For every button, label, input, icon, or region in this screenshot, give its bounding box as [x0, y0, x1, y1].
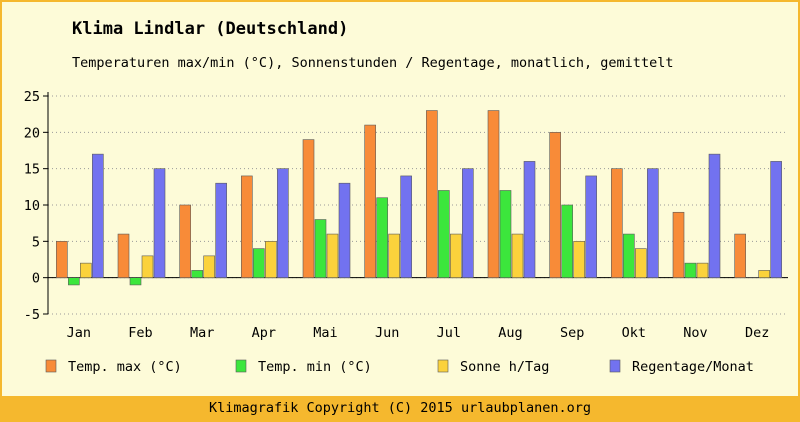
- y-tick-label: 10: [24, 198, 40, 214]
- bar: [265, 241, 277, 278]
- bar: [68, 277, 80, 286]
- bar: [708, 153, 721, 278]
- legend-swatch: [437, 359, 449, 373]
- y-tick-label: 20: [24, 125, 40, 141]
- bar: [364, 124, 376, 278]
- legend-label: Temp. max (°C): [68, 359, 182, 375]
- bar: [302, 139, 315, 278]
- bar: [734, 233, 746, 278]
- x-tick-label: Jan: [67, 325, 91, 341]
- x-tick-label: Nov: [683, 325, 707, 341]
- bar: [611, 168, 623, 278]
- legend-swatch: [235, 359, 247, 373]
- x-tick-label: Apr: [252, 325, 276, 341]
- bar: [635, 248, 647, 278]
- bar: [117, 233, 130, 278]
- x-tick-label: Dez: [745, 325, 769, 341]
- bar: [179, 204, 191, 278]
- bar: [549, 132, 561, 278]
- x-tick-label: Jun: [375, 325, 399, 341]
- x-tick-label: Mar: [190, 325, 214, 341]
- y-tick-label: 5: [32, 234, 40, 250]
- bar: [253, 248, 265, 278]
- bar: [141, 255, 154, 278]
- x-tick-label: Sep: [560, 325, 584, 341]
- bar: [561, 204, 573, 278]
- bar: [203, 255, 215, 278]
- bar: [277, 168, 289, 278]
- bar: [338, 182, 351, 278]
- legend-label: Regentage/Monat: [632, 359, 754, 375]
- bar: [438, 190, 450, 278]
- bar: [462, 168, 474, 278]
- bar: [684, 262, 697, 278]
- chart-subtitle: Temperaturen max/min (°C), Sonnenstunden…: [72, 55, 674, 71]
- x-tick-label: Feb: [128, 325, 152, 341]
- y-tick-label: -5: [24, 307, 40, 323]
- bar: [523, 161, 536, 278]
- legend-label: Temp. min (°C): [258, 359, 372, 375]
- x-tick-label: Mai: [313, 325, 337, 341]
- legend-swatch: [609, 359, 621, 373]
- bar: [215, 182, 227, 278]
- bar: [56, 241, 68, 278]
- bar: [573, 241, 585, 278]
- bar: [647, 168, 659, 278]
- bar: [191, 270, 203, 278]
- bar: [326, 233, 339, 278]
- copyright-footer: Klimagrafik Copyright (C) 2015 urlaubpla…: [2, 396, 798, 420]
- bar: [92, 153, 104, 278]
- bar: [314, 219, 327, 278]
- y-tick-label: 0: [32, 271, 40, 287]
- bar: [696, 262, 709, 278]
- bar: [241, 175, 253, 278]
- bar: [426, 110, 438, 278]
- bar: [129, 277, 142, 286]
- x-tick-label: Jul: [437, 325, 461, 341]
- bar: [672, 211, 685, 278]
- bar-chart: -5 0 5 10 15 20 25 Jan Feb Mar Apr Mai Jun Jul Aug Sep O…: [24, 89, 788, 375]
- chart-title: Klima Lindlar (Deutschland): [72, 19, 349, 39]
- bar: [623, 233, 635, 278]
- bar: [153, 168, 166, 278]
- legend-label: Sonne h/Tag: [460, 359, 549, 375]
- bar: [450, 233, 462, 278]
- y-tick-label: 25: [24, 89, 40, 105]
- bar: [80, 262, 92, 278]
- bar: [487, 110, 500, 278]
- bar: [388, 233, 400, 278]
- bar: [400, 175, 412, 278]
- legend-swatch: [45, 359, 57, 373]
- bar: [770, 161, 782, 278]
- bar: [499, 190, 512, 278]
- bar: [585, 175, 597, 278]
- x-tick-label: Aug: [498, 325, 522, 341]
- bar: [376, 197, 388, 278]
- y-tick-label: 15: [24, 162, 40, 178]
- x-tick-label: Okt: [622, 325, 646, 341]
- bar: [758, 270, 770, 278]
- bar: [511, 233, 524, 278]
